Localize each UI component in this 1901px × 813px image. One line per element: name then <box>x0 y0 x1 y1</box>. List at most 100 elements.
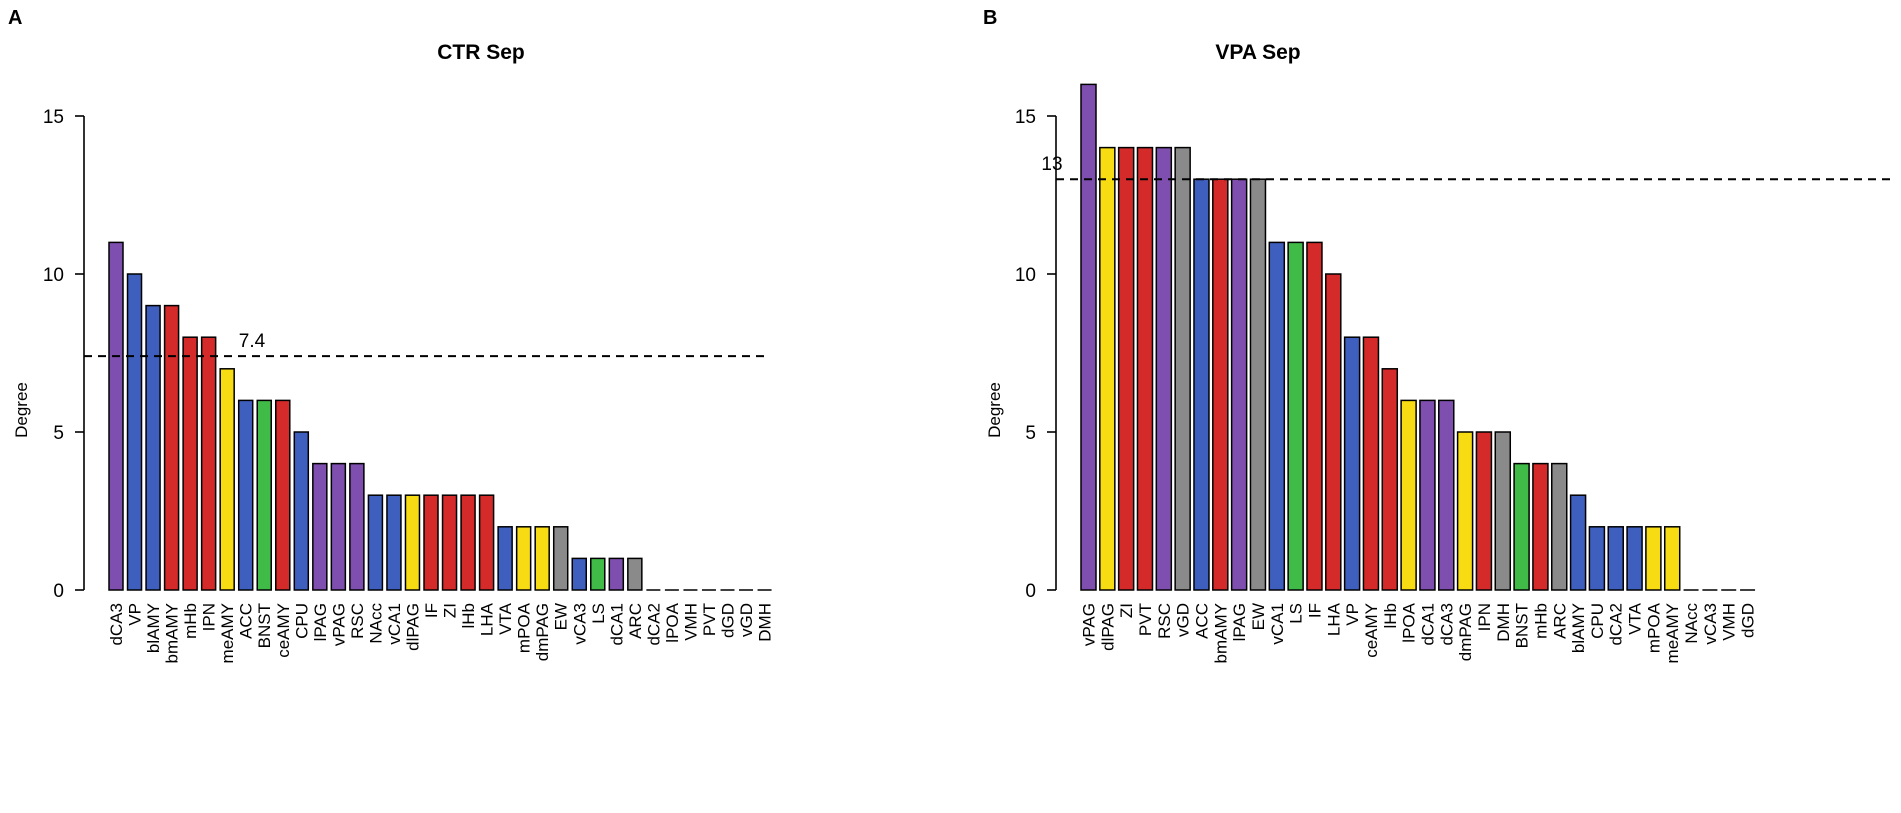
bar-vCA1 <box>386 494 402 591</box>
bar-EW <box>552 526 569 591</box>
category-label: vPAG <box>329 603 348 646</box>
bar-dCA3 <box>1438 399 1455 591</box>
category-label: dGD <box>718 603 737 638</box>
y-tick-label: 10 <box>1015 265 1036 286</box>
bar-lHb <box>460 494 476 591</box>
category-label: dCA3 <box>107 603 126 646</box>
bar-CPU <box>293 431 310 591</box>
bar-vPAG <box>330 462 347 591</box>
category-label: VMH <box>1720 603 1739 641</box>
bar-LS <box>590 557 606 591</box>
category-label: VMH <box>681 603 700 641</box>
bar-VTA <box>497 526 513 591</box>
category-label: DMH <box>756 603 775 642</box>
bar-ACC <box>1193 178 1210 591</box>
bar-VP <box>1343 336 1361 591</box>
bar-BNST <box>1513 462 1530 591</box>
y-axis-label: Degree <box>985 382 1004 438</box>
category-label: vCA3 <box>1701 603 1720 645</box>
category-label: lHb <box>459 603 478 629</box>
bar-LHA <box>478 494 495 591</box>
bar-dCA1 <box>1419 399 1436 591</box>
bar-ZI <box>1117 146 1135 591</box>
category-label: vGD <box>737 603 756 637</box>
category-label: CPU <box>1588 603 1607 639</box>
category-label: dGD <box>1739 603 1758 638</box>
category-label: DMH <box>1494 603 1513 642</box>
panel-b: B VPA Sep Degree 0 5 10 15 vPAG dlPAG ZI PVT RS… <box>983 7 1895 663</box>
bar-LHA <box>1325 273 1342 591</box>
bar-dlPAG <box>404 494 421 591</box>
y-tick-label: 5 <box>53 423 64 444</box>
bar-IF <box>1306 241 1323 591</box>
category-label: ZI <box>1117 603 1136 618</box>
bar-vCA1 <box>1268 241 1286 591</box>
category-label: dCA2 <box>1607 603 1626 646</box>
category-label: LHA <box>478 602 497 636</box>
category-label: RSC <box>348 603 367 639</box>
reference-line-group: 7.4 <box>84 331 765 358</box>
category-label: EW <box>552 603 571 630</box>
category-label: ZI <box>441 603 460 618</box>
category-label: lHb <box>1381 603 1400 629</box>
bar-VTA <box>1626 526 1643 591</box>
category-label: dCA1 <box>607 603 626 646</box>
bar-blAMY <box>145 304 161 591</box>
category-label: LS <box>589 603 608 624</box>
category-label: dCA2 <box>644 603 663 646</box>
bar-PVT <box>1136 146 1154 591</box>
category-label: LHA <box>1324 602 1343 636</box>
category-label: dlPAG <box>1098 603 1117 651</box>
category-label: dCA3 <box>1437 603 1456 646</box>
bar-dmPAG <box>534 526 550 591</box>
bar-NAcc <box>367 494 384 591</box>
category-label: mHb <box>1531 603 1550 639</box>
bar-lPAG <box>312 462 328 591</box>
category-label: IPN <box>200 603 219 631</box>
bar-dCA3 <box>108 241 124 591</box>
category-label: mHb <box>181 603 200 639</box>
y-tick-label: 10 <box>43 265 64 286</box>
bar-ARC <box>1551 462 1568 591</box>
bar-meAMY <box>1663 526 1681 591</box>
category-label: VP <box>126 603 145 626</box>
bar-RSC <box>1155 146 1173 591</box>
panel-a: A CTR Sep Degree 0 5 10 15 dCA3 VP blAMY bmAMY… <box>8 7 775 663</box>
bar-LS <box>1287 241 1304 591</box>
category-label: BNST <box>255 603 274 648</box>
category-label: ARC <box>1550 603 1569 639</box>
bar-EW <box>1249 178 1267 591</box>
category-label: ACC <box>237 603 256 639</box>
category-label: vCA3 <box>570 603 589 645</box>
bar-mPOA <box>1645 526 1662 591</box>
bar-vCA3 <box>571 557 587 591</box>
bar-ZI <box>441 494 458 591</box>
y-tick-label: 5 <box>1025 423 1036 444</box>
y-ticks: 0 5 10 15 <box>43 107 85 602</box>
category-label: dlPAG <box>403 603 422 651</box>
bars <box>1080 83 1756 591</box>
category-label: lPOA <box>1400 602 1419 642</box>
category-label: VTA <box>496 602 515 634</box>
category-label: ceAMY <box>1362 603 1381 658</box>
category-label: VTA <box>1626 602 1645 634</box>
y-tick-label: 15 <box>1015 107 1036 128</box>
bar-DMH <box>1494 431 1512 591</box>
bar-dCA2 <box>1607 526 1624 591</box>
category-label: mPOA <box>1644 602 1663 653</box>
panel-letter: B <box>983 7 997 29</box>
bar-IPN <box>1475 431 1493 591</box>
y-axis-label: Degree <box>12 382 31 438</box>
bar-ARC <box>627 557 643 591</box>
bar-IF <box>423 494 439 591</box>
category-label: BNST <box>1513 603 1532 648</box>
bar-CPU <box>1588 526 1606 591</box>
category-label: vCA1 <box>385 603 404 645</box>
category-label: RSC <box>1155 603 1174 639</box>
category-label: ceAMY <box>274 603 293 658</box>
category-label: mPOA <box>515 602 534 653</box>
category-label: IF <box>1305 603 1324 618</box>
category-label: meAMY <box>1663 603 1682 663</box>
category-label: blAMY <box>1569 603 1588 653</box>
category-label: lPAG <box>1230 603 1249 641</box>
